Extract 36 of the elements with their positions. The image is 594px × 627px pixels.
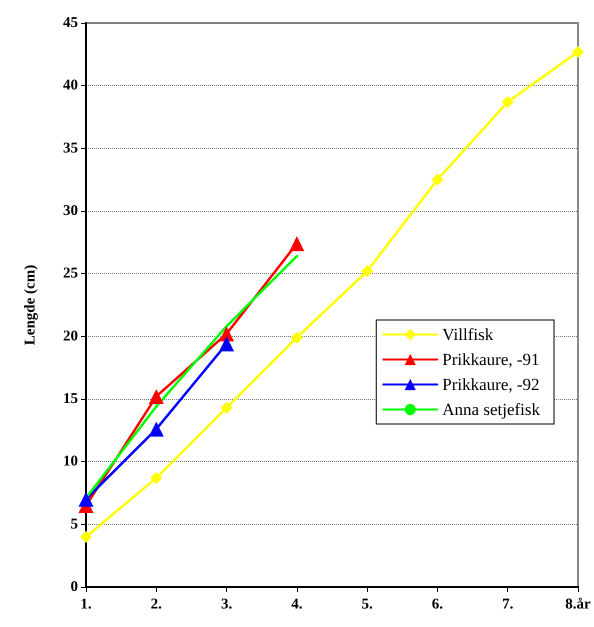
x-tick-label: 3. [220,596,232,612]
x-tick-label: 7. [502,596,514,612]
y-tick-label: 40 [63,78,78,94]
x-tick-label: 1. [80,596,92,612]
point [219,336,234,352]
point [150,472,162,484]
y-tick-label: 35 [63,140,78,156]
y-tick-label: 25 [63,266,78,282]
y-tick-label: 15 [63,391,78,407]
legend-label: Prikkaure, -92 [442,375,540,394]
point [361,265,374,278]
legend-label: Villfisk [442,325,494,344]
y-axis-title: Lengde (cm) [22,264,38,346]
point [290,332,303,344]
legend-label: Prikkaure, -91 [442,350,540,369]
point [148,422,164,437]
y-tick-label: 5 [70,516,78,532]
x-tick-label: 6. [432,596,444,612]
y-tick-label: 30 [63,203,78,219]
point [220,402,233,414]
x-tick-label: 4. [291,596,303,612]
y-tick-label: 45 [63,15,78,31]
point [148,388,164,404]
x-tick-label: 8.år [565,596,592,612]
x-tick-label: 5. [362,596,374,612]
point [289,236,304,252]
point [502,96,514,108]
point [80,530,92,543]
legend-label: Anna setjefisk [442,400,540,419]
y-tick-label: 20 [63,328,78,344]
point [78,492,94,507]
point [572,46,584,58]
x-tick-label: 2. [150,596,162,612]
point [431,174,444,186]
y-tick-label: 0 [70,579,78,595]
y-tick-label: 10 [63,454,78,470]
